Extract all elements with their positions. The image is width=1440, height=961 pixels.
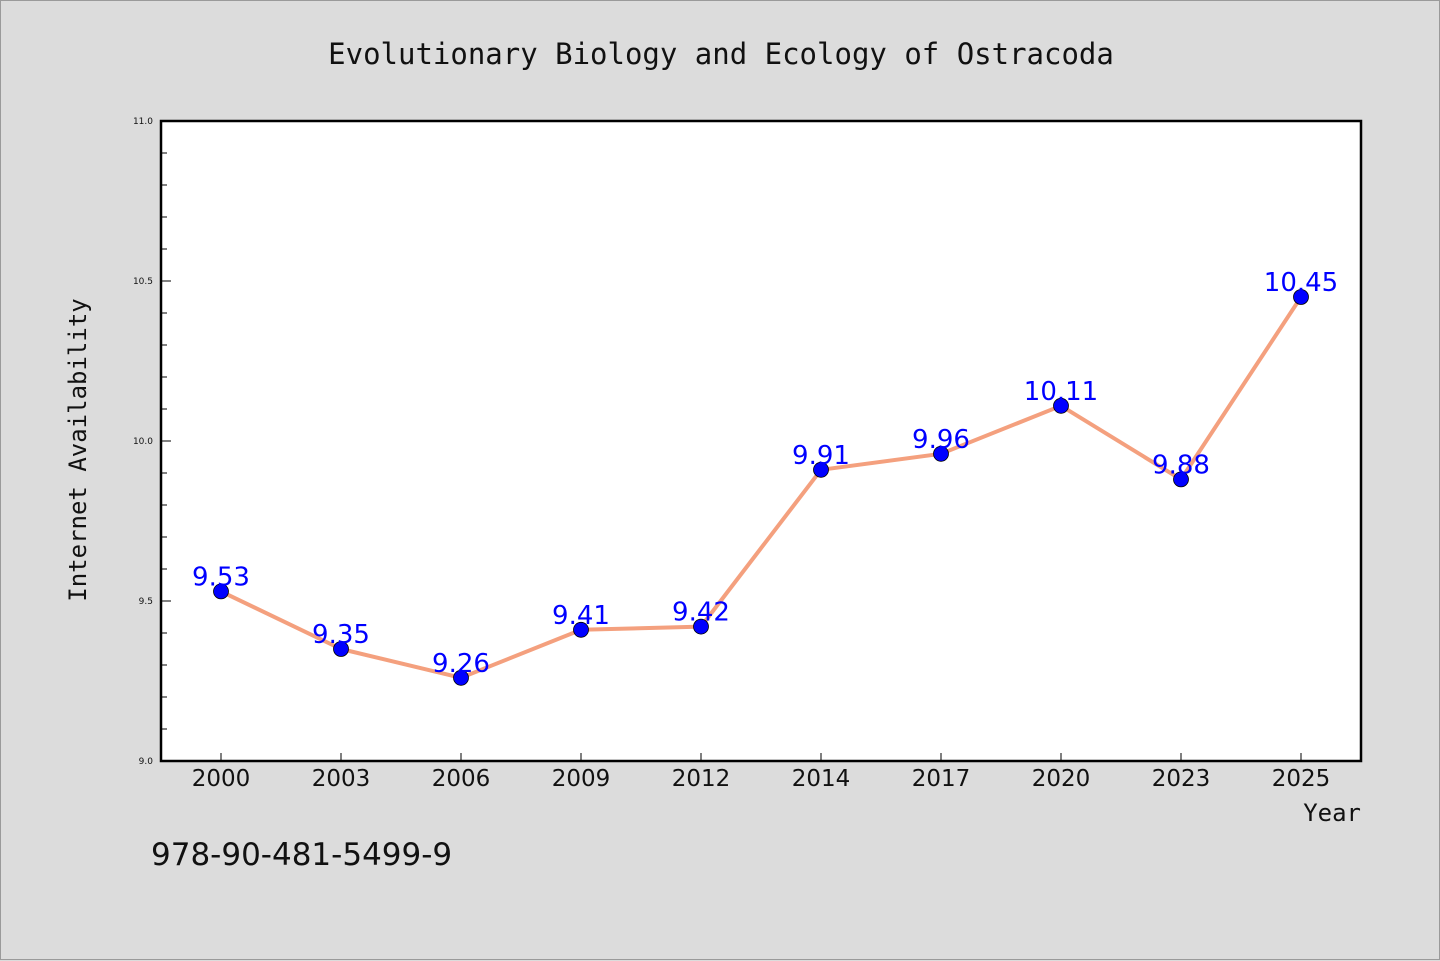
data-label: 9.35 (312, 620, 370, 650)
x-tick-label: 2020 (1032, 766, 1091, 792)
data-label: 9.53 (192, 562, 250, 592)
x-tick-label: 2025 (1272, 766, 1331, 792)
data-label: 9.88 (1152, 450, 1210, 480)
y-tick-label: 9.5 (139, 597, 153, 607)
y-tick-label: 11.0 (133, 117, 153, 127)
plot-area (159, 119, 1363, 763)
x-tick-label: 2006 (432, 766, 491, 792)
data-labels: 9.53 9.35 9.26 9.41 9.42 9.91 9.96 10.11 9.88 10.… (192, 268, 1338, 679)
data-point (573, 621, 589, 638)
y-axis: 9.0 9.5 10.0 10.5 11.0 (133, 117, 171, 767)
data-point (213, 583, 229, 600)
data-point (333, 641, 349, 657)
y-tick-label: 9.0 (139, 757, 154, 767)
x-tick-label: 2000 (192, 766, 251, 792)
x-axis: 2000 2003 2006 2009 2012 2014 2017 2020 2023 2025 (192, 753, 1331, 792)
data-point (1053, 397, 1069, 414)
chart-title: Evolutionary Biology and Ecology of Ostr… (328, 37, 1114, 71)
data-label: 9.26 (432, 649, 490, 679)
data-label: 10.11 (1024, 377, 1098, 407)
y-axis-label: Internet Availability (64, 298, 92, 601)
data-label: 9.42 (672, 598, 730, 628)
data-point (1173, 471, 1189, 488)
isbn-text: 978-90-481-5499-9 (151, 837, 452, 873)
data-point (1293, 289, 1309, 305)
data-point (693, 618, 709, 635)
data-label: 10.45 (1264, 268, 1338, 298)
data-point (933, 445, 949, 462)
x-tick-label: 2017 (912, 766, 971, 792)
data-label: 9.41 (552, 601, 610, 631)
x-tick-label: 2012 (672, 766, 731, 792)
y-tick-label: 10.5 (133, 277, 153, 287)
x-axis-label: Year (1303, 799, 1361, 827)
y-tick-label: 10.0 (133, 437, 153, 447)
data-point (813, 461, 829, 478)
data-label: 9.91 (792, 441, 850, 471)
data-point (453, 669, 469, 686)
data-label: 9.96 (912, 425, 970, 455)
series-line (220, 295, 1303, 680)
x-tick-label: 2014 (792, 766, 851, 792)
series-markers (213, 289, 1309, 686)
x-tick-label: 2009 (552, 766, 611, 792)
x-tick-label: 2023 (1152, 766, 1211, 792)
x-tick-label: 2003 (312, 766, 371, 792)
